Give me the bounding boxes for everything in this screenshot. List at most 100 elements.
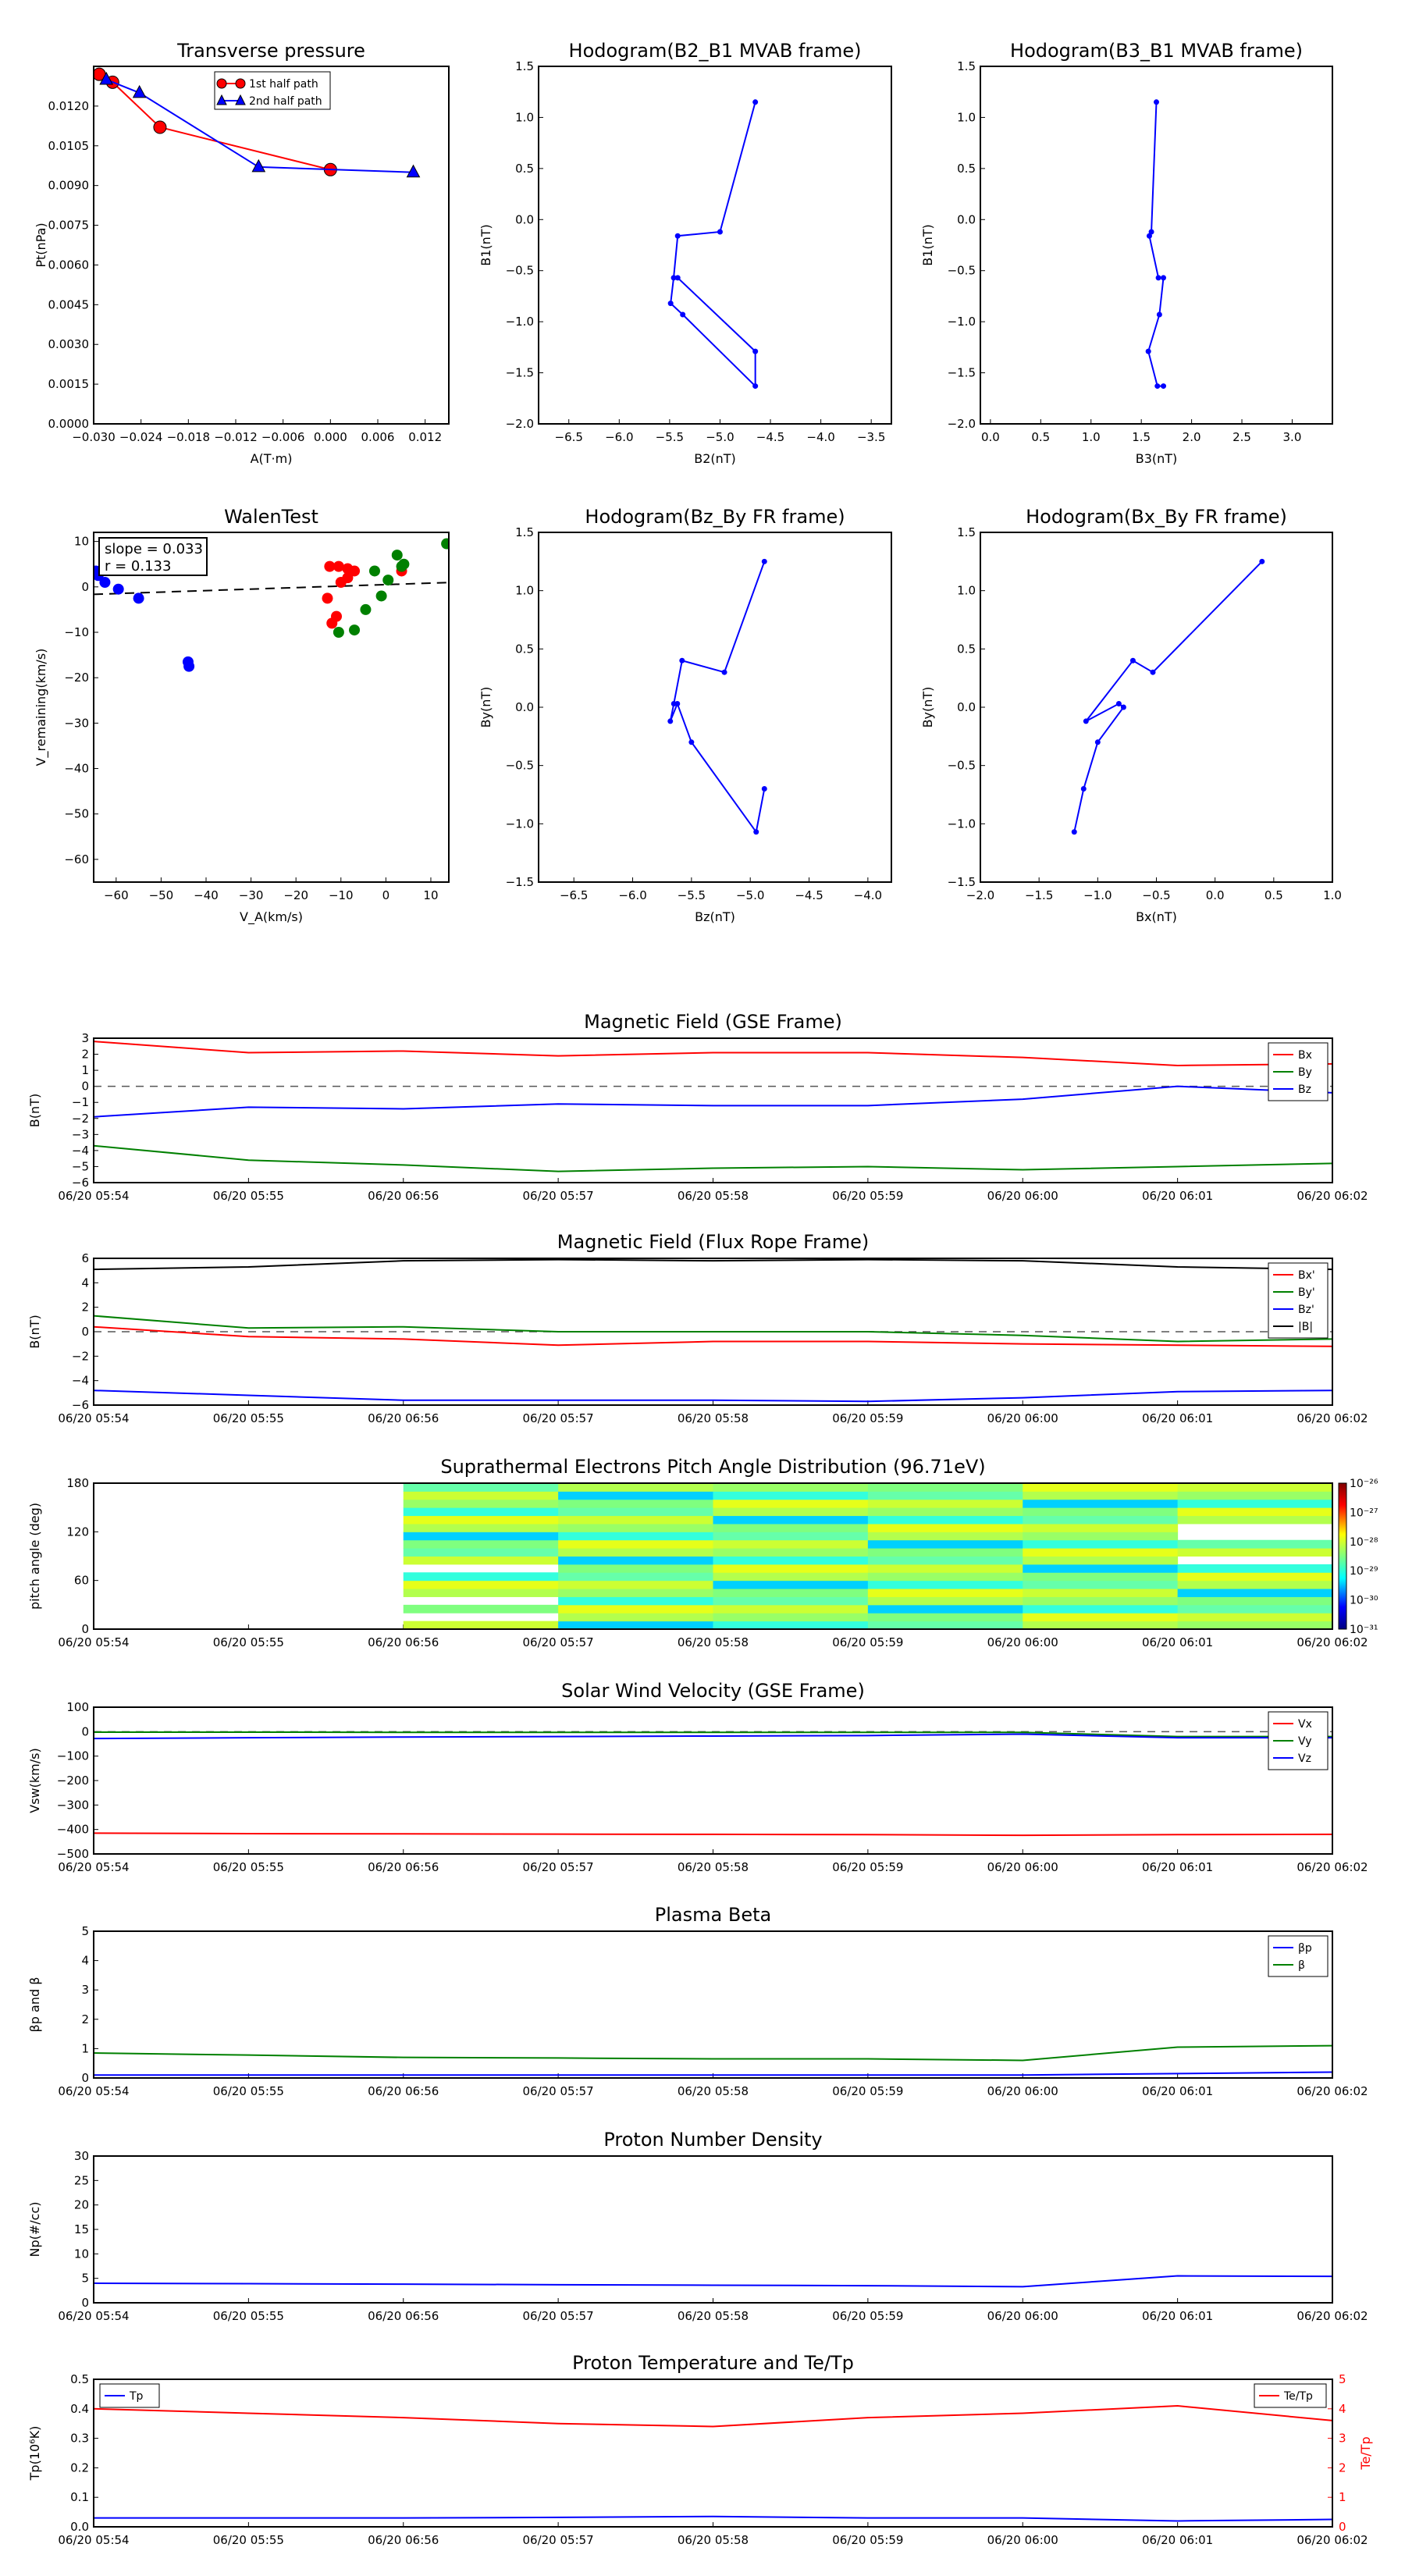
x-tick-label: 06/20 05:59: [832, 1189, 903, 1203]
x-tick-label: 06/20 05:54: [58, 1411, 129, 1425]
heatmap-cell: [1023, 1515, 1179, 1525]
y-tick-label: −500: [57, 1847, 89, 1861]
r-text: r = 0.133: [105, 558, 171, 575]
heatmap-cell: [403, 1491, 559, 1500]
x-tick-label: 3.0: [1283, 430, 1302, 444]
heatmap-cell: [403, 1523, 559, 1532]
y-tick-label: 0: [81, 2071, 89, 2085]
x-tick-label: −5.5: [656, 430, 684, 444]
x-tick-label: −0.012: [214, 430, 258, 444]
x-tick-label: 06/20 06:01: [1142, 1635, 1213, 1649]
y-axis-label: βp and β: [27, 1977, 42, 2033]
plot-frame: [93, 2379, 1333, 2528]
panel-bgse: Magnetic Field (GSE Frame) 06/20 05:54 06/…: [27, 1011, 1368, 1203]
heatmap-cell: [558, 1556, 713, 1565]
y-tick-label: 1.5: [515, 59, 534, 73]
x-tick-label: 06/20 06:00: [987, 2309, 1058, 2323]
y-tick-label: 2: [81, 1048, 89, 1062]
x-tick-label: 06/20 06:56: [368, 1860, 439, 1874]
y-tick-label: 0.0105: [48, 139, 90, 153]
x-tick-label: 1.5: [1132, 430, 1151, 444]
x-tick-label: 06/20 06:01: [1142, 2084, 1213, 2098]
panel-title: Solar Wind Velocity (GSE Frame): [561, 1680, 865, 1702]
data-point: [1145, 348, 1151, 354]
heatmap-cell: [558, 1589, 713, 1597]
heatmap-cell: [1023, 1507, 1179, 1517]
y-tick-label: −200: [57, 1774, 89, 1788]
data-point: [1071, 829, 1077, 835]
x-tick-label: 2.0: [1183, 430, 1201, 444]
x-tick-label: 06/20 06:00: [987, 1411, 1058, 1425]
y-tick-label: −20: [64, 671, 89, 685]
x-tick-label: 06/20 06:00: [987, 2084, 1058, 2098]
x-tick-label: 06/20 06:02: [1297, 1411, 1368, 1425]
data-point: [1154, 99, 1159, 105]
y-tick-label: −1.5: [948, 366, 976, 380]
y-tick-label: 0: [81, 1724, 89, 1738]
data-point: [333, 627, 344, 638]
heatmap-cell: [713, 1523, 869, 1532]
data-point: [1154, 383, 1161, 390]
x-tick-label: 06/20 06:02: [1297, 2533, 1368, 2547]
heatmap-cell: [867, 1491, 1023, 1500]
x-tick-label: −4.5: [795, 888, 823, 902]
x-tick-label: 0: [382, 888, 390, 902]
data-point: [667, 718, 674, 724]
legend: βp β: [1268, 1935, 1329, 1977]
heatmap-cell: [1023, 1613, 1179, 1622]
data-point: [752, 348, 759, 354]
y-tick-label: −1.5: [506, 366, 534, 380]
y-tick-label: 0.5: [70, 2372, 89, 2386]
y-tick-label: −1: [72, 1095, 89, 1109]
legend-marker: [235, 94, 246, 105]
y2-tick-label: 3: [1339, 2432, 1346, 2446]
y-tick-label: −400: [57, 1823, 89, 1837]
plot-area: [94, 67, 421, 178]
x-tick-label: 06/20 05:54: [58, 2084, 129, 2098]
series-line: [93, 1258, 1333, 1271]
y-axis-label: By(nT): [920, 687, 935, 728]
data-point: [360, 603, 372, 615]
plot-frame: [538, 532, 892, 883]
y-tick-label: 0.0060: [48, 258, 90, 272]
x-tick-label: 0.5: [1031, 430, 1050, 444]
y-tick-label: 2: [81, 2012, 89, 2026]
y-tick-label: −0.5: [506, 759, 534, 773]
panel-h1: Hodogram(B2_B1 MVAB frame) −6.5 −6.0 −5.5 −5…: [478, 40, 892, 466]
data-point: [322, 592, 333, 604]
heatmap-cell: [403, 1515, 559, 1525]
series-line: [94, 1731, 1332, 1738]
x-tick-label: −4.0: [854, 888, 882, 902]
panel-title: Hodogram(B3_B1 MVAB frame): [1010, 40, 1303, 62]
x-tick-label: −0.018: [167, 430, 211, 444]
data-point: [674, 275, 681, 281]
legend-label: Bx': [1298, 1269, 1315, 1282]
panel-title: Hodogram(Bx_By FR frame): [1026, 506, 1287, 528]
data-point: [1083, 718, 1089, 724]
x-tick-label: 06/20 05:54: [58, 1635, 129, 1649]
data-point: [752, 383, 759, 390]
heatmap-cell: [713, 1572, 869, 1582]
heatmap-cell: [1177, 1515, 1333, 1525]
y-tick-label: 0.0: [957, 212, 976, 226]
series-line: [93, 1315, 1333, 1343]
y-tick-label: −1.5: [948, 875, 976, 889]
x-tick-label: −50: [149, 888, 174, 902]
x-tick-label: 06/20 05:54: [58, 2533, 129, 2547]
heatmap-cell: [1177, 1507, 1333, 1517]
heatmap-cell: [1023, 1596, 1179, 1606]
x-tick-label: 06/20 06:00: [987, 2533, 1058, 2547]
heatmap-cell: [1023, 1548, 1179, 1557]
heatmap-cell: [558, 1491, 713, 1500]
y-tick-label: 0.2: [70, 2460, 89, 2475]
heatmap-cell: [403, 1532, 559, 1541]
x-tick-label: −1.0: [1083, 888, 1112, 902]
data-point: [406, 164, 421, 178]
y-tick-label: 0: [81, 1622, 89, 1636]
heatmap-cell: [1023, 1499, 1179, 1508]
y-tick-label: 0: [81, 580, 89, 594]
heatmap-cell: [558, 1532, 713, 1541]
x-tick-label: 06/20 05:54: [58, 1189, 129, 1203]
heatmap-cell: [1177, 1499, 1333, 1508]
legend-marker: [235, 78, 246, 89]
